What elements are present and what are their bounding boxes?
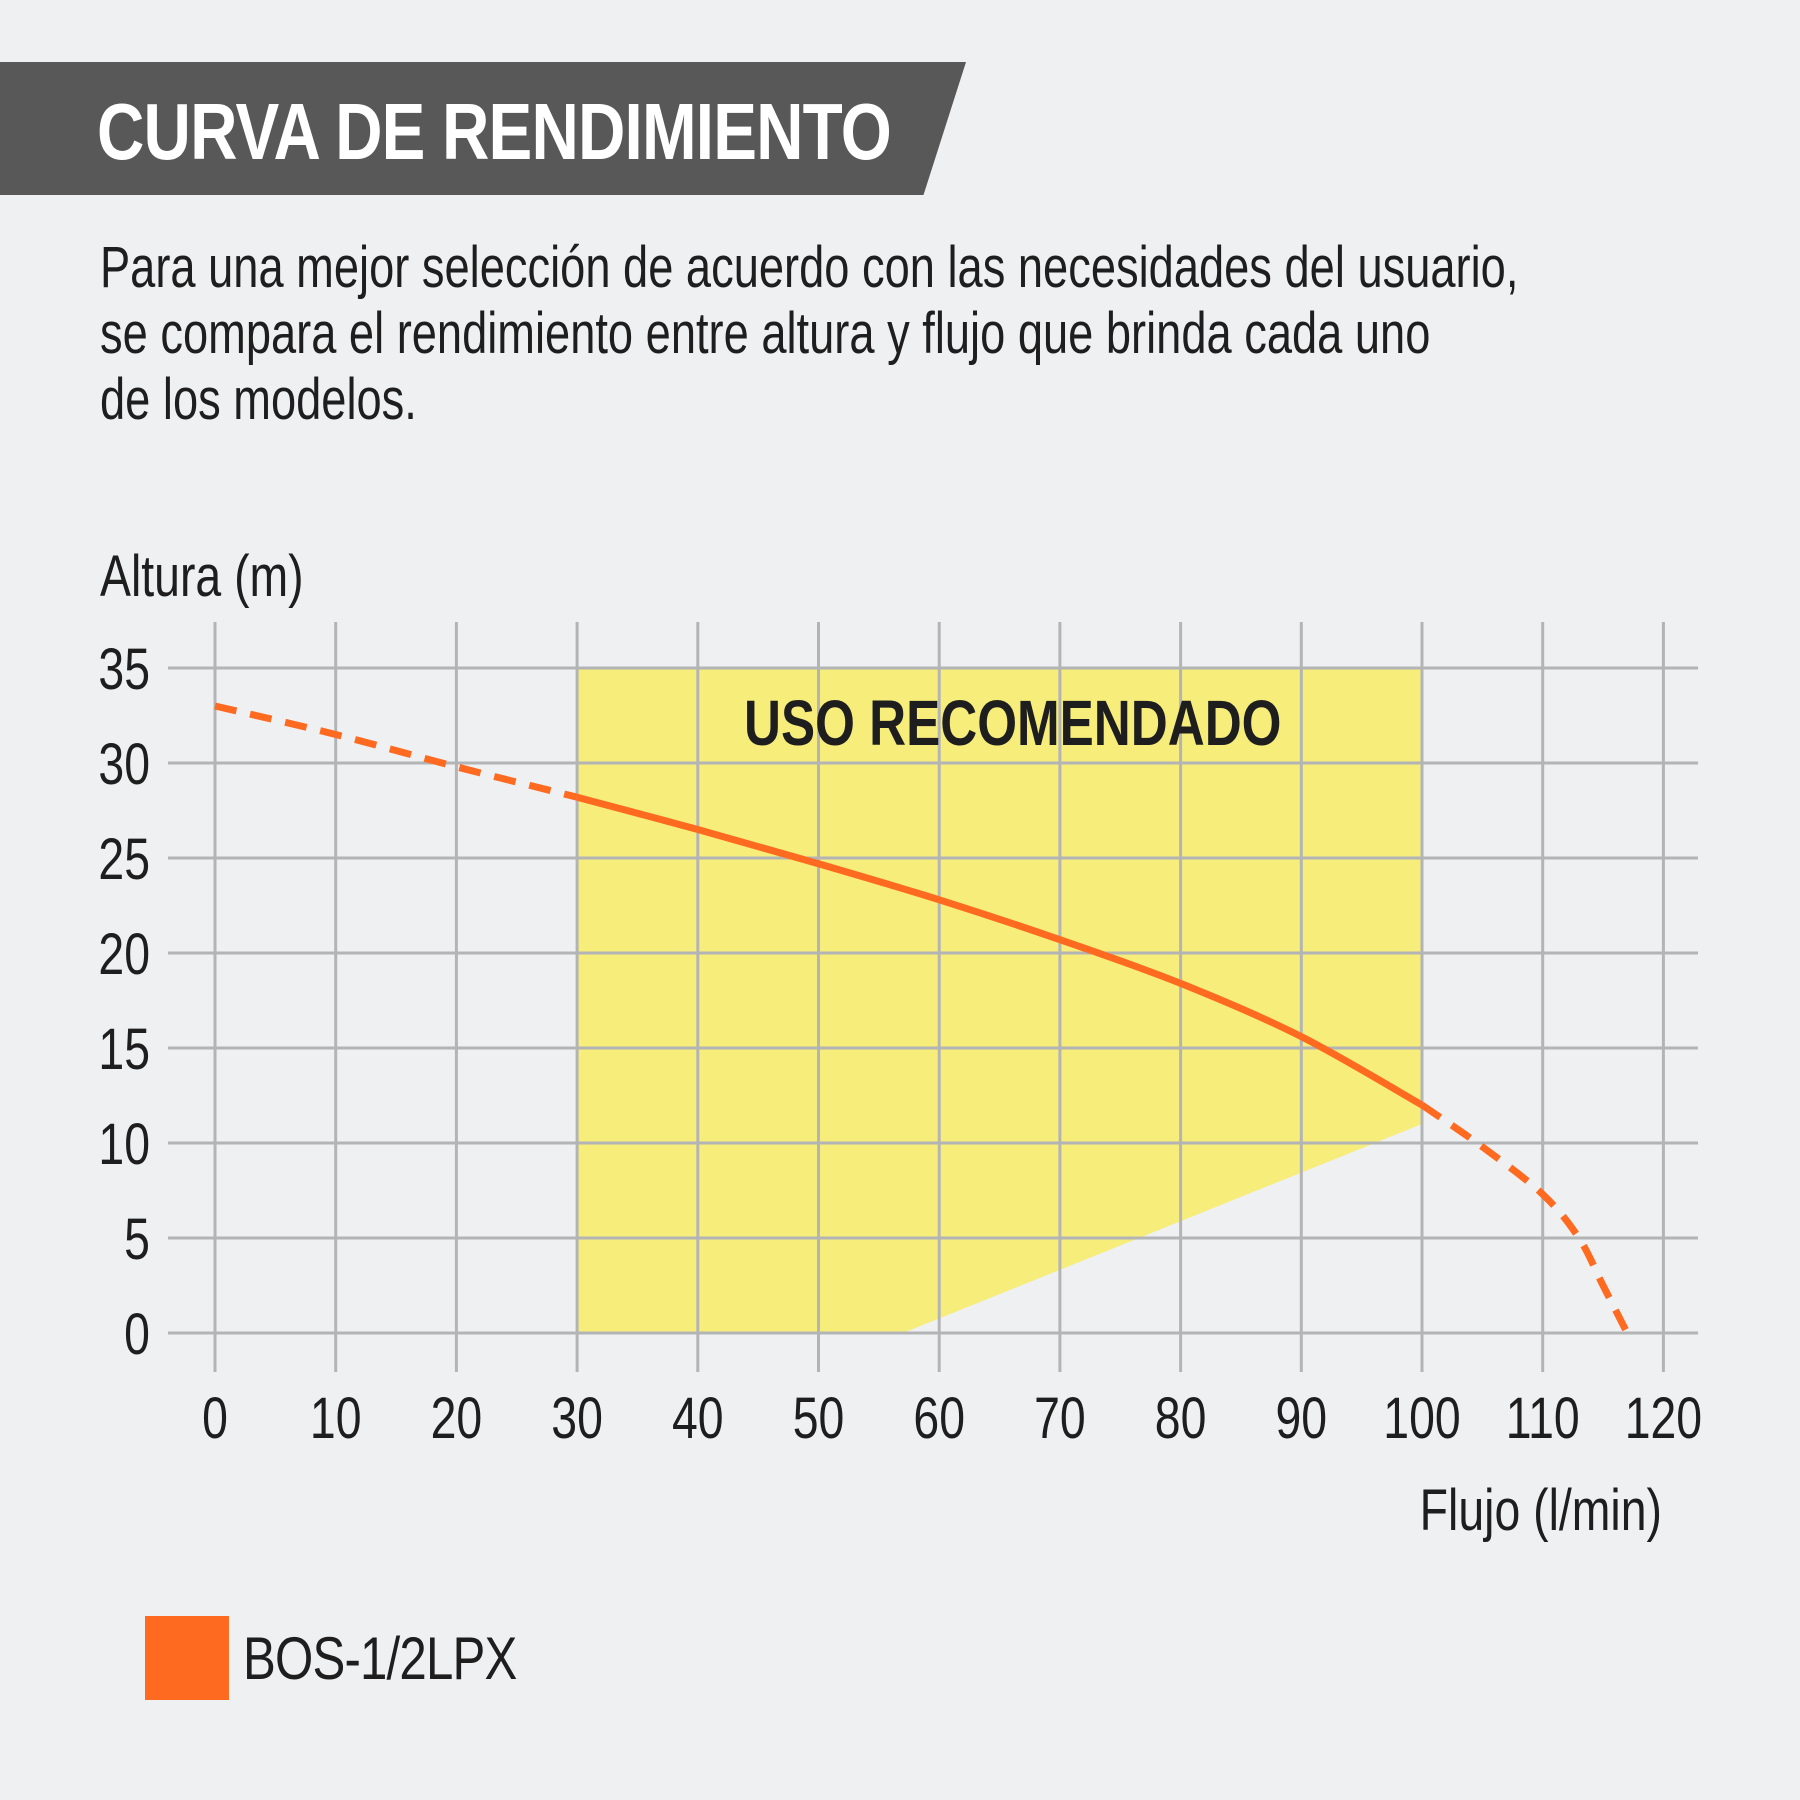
svg-text:25: 25	[98, 827, 150, 892]
svg-text:15: 15	[98, 1017, 150, 1082]
y-axis-label: Altura (m)	[100, 544, 304, 609]
svg-text:100: 100	[1383, 1386, 1460, 1451]
legend: BOS-1/2LPX	[145, 1616, 577, 1700]
svg-text:0: 0	[202, 1386, 228, 1451]
svg-text:70: 70	[1034, 1386, 1086, 1451]
description-line: Para una mejor selección de acuerdo con …	[100, 235, 1519, 300]
y-tick-labels: 0 5 10 15 20 25 30 35	[98, 637, 150, 1367]
svg-text:110: 110	[1506, 1386, 1580, 1451]
curve	[214, 702, 1631, 1335]
svg-text:30: 30	[98, 732, 150, 797]
svg-text:60: 60	[913, 1386, 965, 1451]
svg-text:10: 10	[98, 1112, 150, 1177]
description-line: se compara el rendimiento entre altura y…	[100, 301, 1431, 366]
svg-text:0: 0	[124, 1302, 150, 1367]
svg-text:50: 50	[793, 1386, 845, 1451]
description-line: de los modelos.	[100, 367, 417, 432]
x-axis-label: Flujo (l/min)	[1420, 1478, 1662, 1543]
page-title: CURVA DE RENDIMIENTO	[97, 87, 892, 176]
svg-text:10: 10	[310, 1386, 362, 1451]
grid	[168, 622, 1698, 1372]
svg-text:5: 5	[124, 1207, 150, 1272]
svg-text:35: 35	[98, 637, 150, 702]
svg-text:80: 80	[1155, 1386, 1207, 1451]
svg-text:20: 20	[431, 1386, 483, 1451]
svg-text:90: 90	[1275, 1386, 1327, 1451]
zone-label: USO RECOMENDADO	[744, 689, 1281, 760]
recommended-zone	[577, 668, 1422, 1333]
svg-text:40: 40	[672, 1386, 724, 1451]
legend-label: BOS-1/2LPX	[243, 1624, 517, 1692]
svg-text:120: 120	[1625, 1386, 1702, 1451]
svg-text:30: 30	[551, 1386, 603, 1451]
legend-swatch-icon	[145, 1616, 229, 1700]
description: Para una mejor selección de acuerdo con …	[100, 235, 1660, 433]
x-tick-labels: 0 10 20 30 40 50 60 70 80 90 100 110 120	[202, 1386, 1702, 1451]
svg-text:20: 20	[98, 922, 150, 987]
title-banner	[0, 62, 966, 195]
